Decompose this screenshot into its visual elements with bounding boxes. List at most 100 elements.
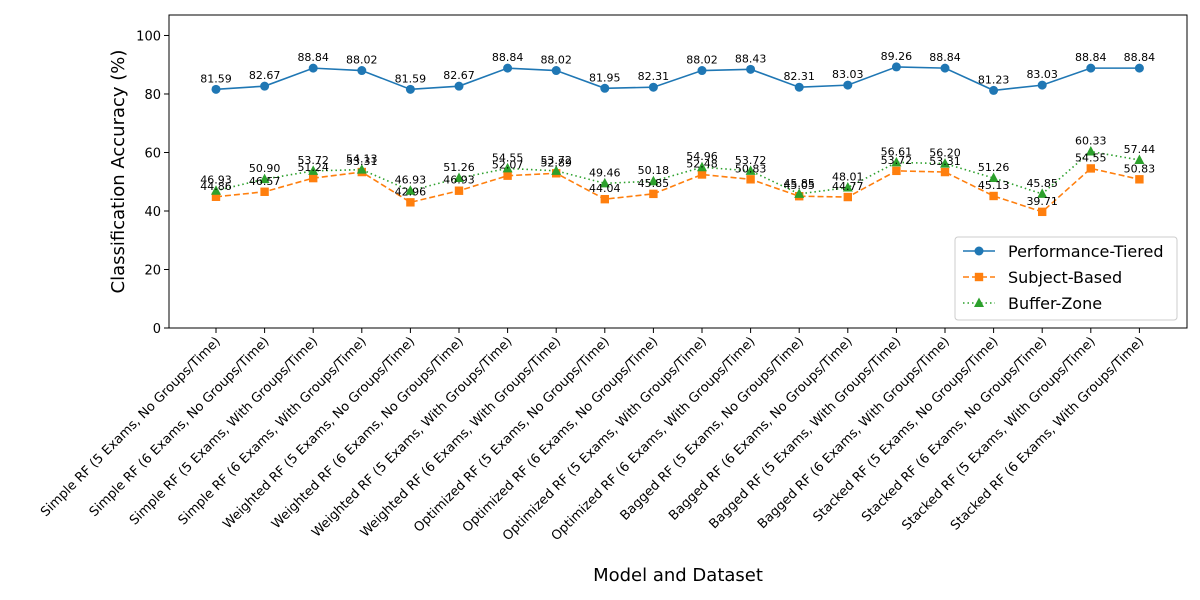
data-label: 46.93 <box>395 174 427 187</box>
data-point <box>648 82 658 92</box>
data-label: 81.59 <box>395 72 427 85</box>
data-label: 88.84 <box>929 51 961 64</box>
data-label: 88.84 <box>492 51 524 64</box>
series-layer <box>211 62 1145 217</box>
data-point <box>502 162 513 173</box>
x-tick-label: Bagged RF (6 Exams, No Groups/Time) <box>666 334 855 523</box>
data-label: 52.48 <box>686 157 718 170</box>
data-label: 81.95 <box>589 71 621 84</box>
data-point <box>260 187 269 196</box>
legend-item: Subject-Based <box>963 268 1122 287</box>
data-label: 82.67 <box>443 69 475 82</box>
data-label: 49.46 <box>589 166 621 179</box>
data-label: 44.04 <box>589 182 621 195</box>
y-tick-label: 20 <box>144 263 161 278</box>
data-label: 81.59 <box>200 72 232 85</box>
data-point <box>551 66 561 76</box>
data-label: 44.77 <box>832 180 864 193</box>
data-point <box>745 165 756 175</box>
x-tick-label: Simple RF (6 Exams, No Groups/Time) <box>87 334 273 520</box>
data-point <box>697 170 707 179</box>
y-axis-title: Classification Accuracy (%) <box>108 50 129 294</box>
data-label: 50.83 <box>735 162 767 175</box>
data-label: 53.31 <box>346 155 378 168</box>
data-label: 53.72 <box>735 154 767 167</box>
data-label: 51.26 <box>443 161 475 174</box>
data-point <box>599 177 610 188</box>
data-point <box>891 156 902 167</box>
data-label: 46.93 <box>443 174 475 187</box>
x-axis-title: Model and Dataset <box>593 565 763 586</box>
legend: Performance-Tiered Subject-Based Buffer-Zo… <box>954 236 1178 321</box>
data-point <box>356 164 367 174</box>
data-point <box>406 198 415 207</box>
data-label: 54.13 <box>346 153 378 166</box>
data-label: 52.89 <box>540 156 572 169</box>
legend-item: Performance-Tiered <box>963 242 1164 261</box>
data-label: 83.03 <box>1026 68 1058 81</box>
data-point <box>357 66 367 76</box>
data-label: 81.23 <box>978 73 1010 86</box>
data-point <box>988 172 999 183</box>
data-label: 88.84 <box>1075 51 1107 64</box>
data-label: 82.31 <box>783 70 815 83</box>
series-line <box>215 150 1140 195</box>
data-point <box>697 161 707 172</box>
data-label: 48.01 <box>832 171 864 184</box>
data-label: 82.31 <box>638 70 670 83</box>
data-point <box>503 63 513 73</box>
data-label: 54.96 <box>686 150 718 163</box>
data-point <box>842 182 853 192</box>
x-tick-label: Stacked RF (5 Exams, No Groups/Time) <box>810 334 1001 525</box>
x-tick-label: Simple RF (5 Exams, No Groups/Time) <box>38 334 224 520</box>
legend-box <box>954 236 1178 321</box>
y-tick-label: 40 <box>144 205 161 220</box>
series-buffer-zone <box>211 146 1145 198</box>
data-label: 51.24 <box>297 161 329 174</box>
plot-frame <box>168 14 1188 329</box>
data-label: 45.05 <box>783 179 815 192</box>
data-point <box>1135 175 1144 184</box>
data-point <box>1086 164 1095 173</box>
data-point <box>843 80 853 90</box>
data-point <box>600 194 609 204</box>
data-point <box>940 158 950 168</box>
data-point <box>260 81 270 91</box>
legend-item: Buffer-Zone <box>963 294 1102 313</box>
data-label: 50.18 <box>638 164 670 177</box>
legend-label: Buffer-Zone <box>1008 294 1102 313</box>
data-labels: 81.59 82.67 88.84 88.02 81.59 82.67 88.84 88.02… <box>200 50 1155 208</box>
data-point <box>503 171 512 180</box>
data-label: 88.02 <box>686 54 718 67</box>
data-point <box>648 175 659 186</box>
data-label: 53.72 <box>540 154 572 167</box>
data-label: 54.55 <box>1075 151 1107 164</box>
data-point <box>454 172 464 183</box>
data-label: 42.96 <box>395 185 427 198</box>
y-tick-label: 60 <box>144 146 161 161</box>
data-label: 50.90 <box>249 162 281 175</box>
data-label: 57.44 <box>1124 143 1156 156</box>
data-point <box>211 192 221 201</box>
data-point <box>259 173 270 184</box>
data-point <box>454 186 464 195</box>
x-tick-label: Bagged RF (5 Exams, No Groups/Time) <box>618 334 807 523</box>
data-point <box>794 188 805 198</box>
data-point <box>649 189 658 199</box>
data-point <box>551 165 562 175</box>
data-label: 82.67 <box>249 69 281 82</box>
series-line <box>215 66 1140 92</box>
data-point <box>746 175 755 184</box>
y-tick-label: 0 <box>153 322 161 337</box>
data-label: 88.43 <box>735 52 767 65</box>
data-point <box>1037 80 1047 90</box>
data-point <box>989 191 998 201</box>
data-label: 46.93 <box>200 174 232 187</box>
data-label: 88.84 <box>297 51 329 64</box>
data-point <box>746 64 756 74</box>
legend-marker <box>974 297 984 307</box>
data-point <box>794 82 804 92</box>
data-point <box>697 66 707 76</box>
data-point <box>211 84 221 94</box>
data-point <box>1086 63 1096 73</box>
